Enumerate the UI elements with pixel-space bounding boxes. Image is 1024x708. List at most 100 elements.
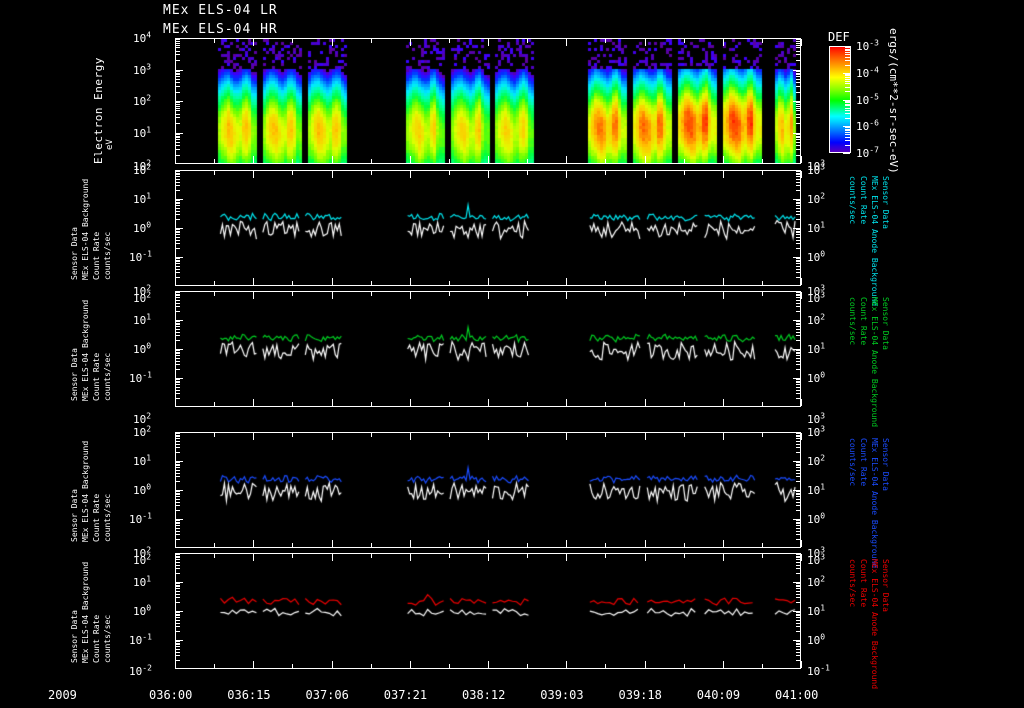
axis-tick — [332, 278, 333, 285]
axis-tick — [796, 203, 800, 204]
axis-tick — [793, 257, 800, 258]
colorbar-minor-tick — [845, 87, 850, 88]
axis-tick — [176, 444, 180, 445]
axis-tick — [176, 208, 180, 209]
panel-anode-2[interactable] — [175, 291, 801, 407]
axis-tick — [796, 117, 800, 118]
panel-anode-1[interactable] — [175, 170, 801, 286]
axis-tick — [214, 433, 215, 437]
axis-tick — [723, 278, 724, 285]
axis-tick — [796, 602, 800, 603]
axis-tick — [762, 543, 763, 547]
axis-tick — [796, 379, 800, 380]
panel-spectrogram[interactable] — [175, 38, 801, 164]
axis-tick — [176, 277, 180, 278]
panel-anode-1-left-label: Sensor Data MEx ELS-04 Background Count Ra… — [60, 170, 120, 286]
axis-tick — [796, 139, 800, 140]
axis-tick — [176, 272, 180, 273]
axis-tick — [176, 643, 180, 644]
axis-tick — [527, 402, 528, 406]
axis-tick — [527, 171, 528, 175]
axis-tick — [796, 179, 800, 180]
axis-tick — [176, 170, 183, 171]
colorbar-minor-tick — [845, 47, 850, 48]
colorbar-minor-tick — [845, 52, 850, 53]
axis-tick — [176, 565, 180, 566]
axis-tick — [723, 540, 724, 547]
panel-anode-3[interactable] — [175, 432, 801, 548]
axis-tick — [176, 137, 180, 138]
x-tick-label: 039:03 — [540, 688, 584, 702]
axis-tick — [176, 335, 180, 336]
axis-tick — [801, 399, 802, 406]
y-tick-label-left: 101 — [133, 191, 152, 206]
axis-tick — [796, 539, 800, 540]
axis-tick — [214, 554, 215, 558]
axis-tick — [176, 199, 183, 200]
plot-title-hr: MEx ELS-04 HR — [163, 22, 278, 37]
y-tick-label-right: 103 — [807, 283, 826, 298]
axis-tick — [176, 364, 180, 365]
axis-tick — [176, 261, 180, 262]
axis-tick — [796, 631, 800, 632]
axis-tick — [796, 171, 800, 172]
axis-tick — [684, 171, 685, 175]
axis-label-line: Sensor Data — [70, 489, 79, 542]
axis-tick — [566, 171, 567, 178]
axis-tick — [796, 369, 800, 370]
panel-anode-4[interactable] — [175, 553, 801, 669]
y-tick-label-left: 100 — [133, 220, 152, 235]
axis-tick — [793, 490, 800, 491]
axis-tick — [796, 352, 800, 353]
axis-tick — [253, 661, 254, 668]
axis-tick — [176, 655, 180, 656]
colorbar-title: DEF — [828, 30, 850, 44]
y-tick-label-left: 102 — [133, 424, 152, 439]
y-tick-label-right: 100 — [807, 370, 826, 385]
colorbar-minor-tick — [845, 57, 850, 58]
axis-tick — [796, 294, 800, 295]
axis-tick — [796, 447, 800, 448]
axis-tick — [793, 553, 800, 554]
axis-label-line: Count Rate — [859, 438, 868, 487]
axis-tick — [796, 652, 800, 653]
axis-tick — [214, 543, 215, 547]
colorbar-tick-label: 10-6 — [856, 118, 879, 133]
y-tick-label-left: 101 — [133, 453, 152, 468]
axis-tick — [793, 228, 800, 229]
axis-tick — [176, 82, 180, 83]
axis-tick — [332, 661, 333, 668]
axis-tick — [566, 540, 567, 547]
axis-tick — [410, 540, 411, 547]
x-tick-label: 041:00 — [775, 688, 819, 702]
axis-tick — [796, 534, 800, 535]
axis-tick — [796, 136, 800, 137]
axis-tick — [176, 54, 180, 55]
colorbar-minor-tick — [845, 60, 850, 61]
y-tick-label-right: 102 — [807, 191, 826, 206]
axis-tick — [605, 171, 606, 175]
colorbar-minor-tick — [845, 74, 850, 75]
axis-tick — [176, 214, 180, 215]
axis-tick — [793, 349, 800, 350]
y-tick-label-left: 102 — [133, 545, 152, 560]
axis-tick — [176, 260, 180, 261]
axis-tick — [793, 38, 800, 39]
axis-label-line: counts/sec — [848, 297, 857, 346]
axis-tick — [214, 171, 215, 175]
axis-tick — [176, 559, 180, 560]
y-tick-label-right: 103 — [807, 162, 826, 177]
axis-tick — [175, 278, 176, 285]
axis-tick — [645, 540, 646, 547]
colorbar-minor-tick — [845, 145, 850, 146]
anode-3-trace-canvas — [176, 433, 800, 547]
axis-tick — [253, 399, 254, 406]
axis-tick — [253, 171, 254, 178]
y-tick-label: 103 — [807, 158, 826, 173]
x-tick-label: 037:06 — [305, 688, 349, 702]
axis-tick — [176, 461, 183, 462]
axis-tick — [292, 281, 293, 285]
axis-tick — [796, 568, 800, 569]
axis-tick — [566, 661, 567, 668]
